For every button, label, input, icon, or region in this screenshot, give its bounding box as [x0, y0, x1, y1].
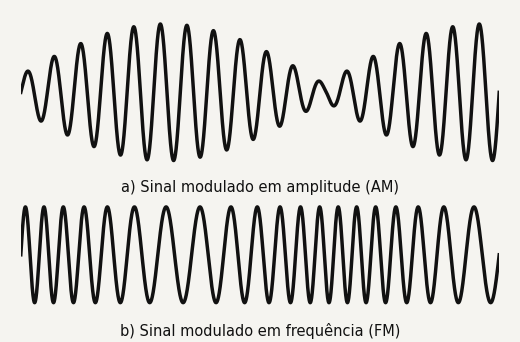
Text: b) Sinal modulado em frequência (FM): b) Sinal modulado em frequência (FM) — [120, 323, 400, 339]
Text: a) Sinal modulado em amplitude (AM): a) Sinal modulado em amplitude (AM) — [121, 180, 399, 195]
